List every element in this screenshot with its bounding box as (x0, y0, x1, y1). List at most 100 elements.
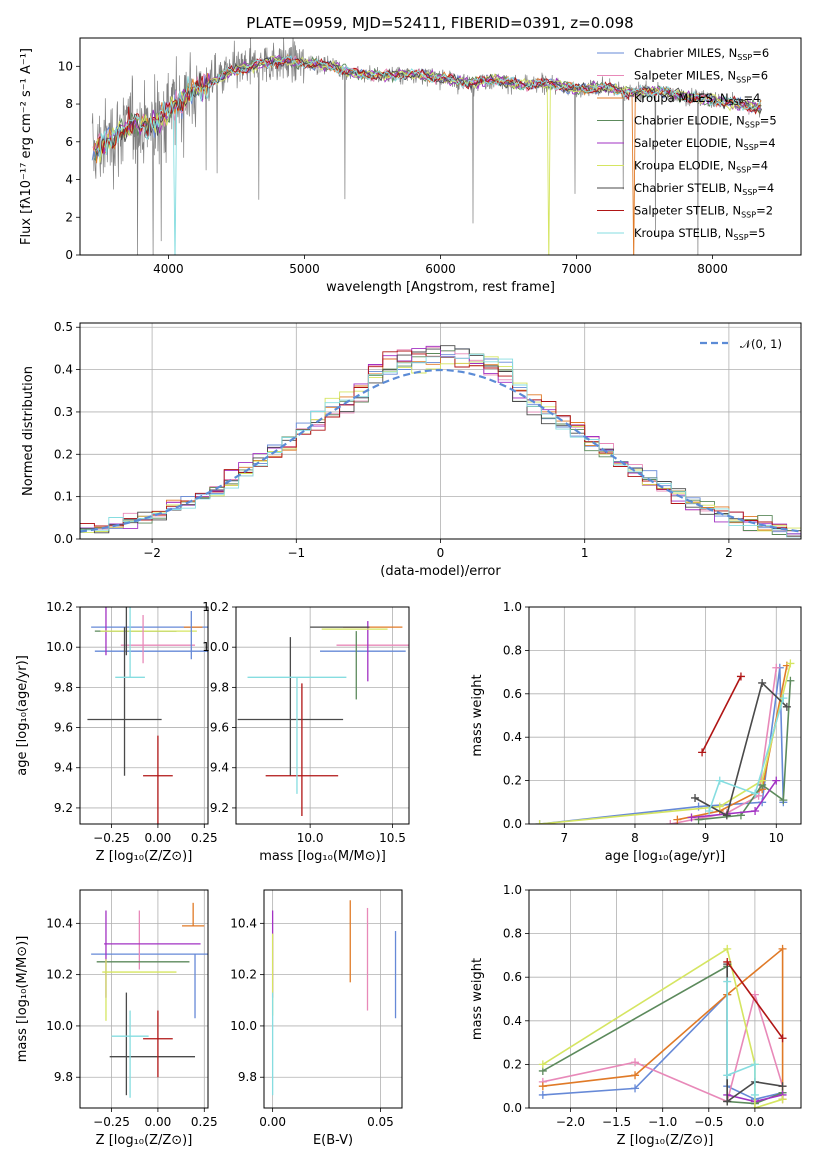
x-tick-label: 0.05 (367, 1115, 394, 1129)
weight-marker (779, 694, 788, 703)
legend-label-8: Salpeter STELIB, NSSP=2 (634, 204, 773, 220)
y-tick-label: 10.4 (46, 916, 73, 930)
weight-marker (631, 1058, 640, 1067)
x-tick-label: 0 (437, 546, 445, 560)
weight-marker (723, 1071, 732, 1080)
x-tick-label: −0.25 (93, 831, 130, 845)
legend-label-main: Salpeter STELIB, N (634, 204, 741, 218)
weight-marker (750, 1090, 759, 1099)
weight-marker (723, 957, 732, 966)
y-axis-label: age [log₁₀(age/yr)] (15, 655, 30, 776)
y-axis-label: mass weight (470, 674, 485, 756)
panel-residuals: −2 −1 0 1 2 0.0 0.1 0.2 0.3 0.4 0.5 (data-model)/er… (21, 320, 802, 579)
legend-label-3: Kroupa MILES, NSSP=4 (634, 91, 760, 107)
plot-area (237, 621, 409, 816)
y-tick-label: 0.2 (54, 447, 73, 461)
y-axis-label: Normed distribution (21, 366, 36, 496)
weight-marker (750, 990, 759, 999)
legend-label-main: Chabrier ELODIE, N (634, 114, 745, 128)
x-tick-label: 0.0 (745, 1115, 764, 1129)
axes-frame (79, 322, 802, 540)
legend-label-4: Chabrier ELODIE, NSSP=5 (634, 114, 777, 130)
axes-frame (235, 606, 410, 825)
panel-mass_vs_z: −0.25 0.00 0.25 9.8 10.0 10.2 10.4 Z [log₁₀(Z/Z… (15, 889, 218, 1148)
weight-marker (631, 1084, 640, 1093)
axes-frame (528, 606, 802, 825)
model-spectrum-6 (94, 55, 762, 255)
y-tick-label: 9.2 (54, 801, 73, 815)
legend-label-6: Kroupa ELODIE, NSSP=4 (634, 159, 768, 175)
panel-age_vs_z: −0.25 0.00 0.25 9.2 9.4 9.6 9.8 10.0 10.2 Z [log₁… (15, 600, 218, 864)
figure-title: PLATE=0959, MJD=52411, FIBERID=0391, z=0… (246, 14, 633, 32)
x-tick-label: 0.00 (259, 1115, 286, 1129)
y-tick-label: 0.4 (54, 363, 73, 377)
weight-marker (772, 663, 781, 672)
panel-spectrum: 4000 5000 6000 7000 8000 0 2 4 6 8 10 wavelength [A… (19, 37, 802, 295)
weight-marker (723, 977, 732, 986)
y-tick-label: 9.6 (210, 721, 229, 735)
y-tick-label: 10.2 (46, 968, 73, 982)
legend-label-tail: =4 (751, 159, 768, 173)
x-tick-label: 0.00 (145, 831, 172, 845)
y-tick-label: 8 (65, 97, 73, 111)
y-tick-label: 9.2 (210, 801, 229, 815)
weight-line-6 (539, 663, 792, 824)
legend-label-main: Chabrier STELIB, N (634, 181, 742, 195)
y-tick-label: 2 (65, 210, 73, 224)
x-tick-label: 4000 (153, 262, 184, 276)
legend-label-sub: SSP (736, 76, 751, 85)
y-tick-label: 9.8 (210, 680, 229, 694)
x-tick-label: −2.0 (556, 1115, 585, 1129)
x-tick-label: 8000 (697, 262, 728, 276)
plot-area (80, 345, 801, 538)
x-tick-label: 2 (725, 546, 733, 560)
weight-marker (538, 1090, 547, 1099)
weight-marker (722, 811, 731, 820)
legend-label-sub: SSP (737, 53, 752, 62)
x-tick-label: −1 (287, 546, 305, 560)
plot-area (91, 38, 762, 255)
model-spectrum-9 (96, 55, 762, 255)
y-tick-label: 10.0 (46, 640, 73, 654)
legend-label-tail: =5 (760, 114, 777, 128)
weight-marker (778, 1034, 787, 1043)
panel-mass_vs_ebv: 0.00 0.05 9.8 10.0 10.2 10.4 E(B-V) (230, 889, 403, 1148)
plot-area (271, 900, 397, 1096)
legend-label-5: Salpeter ELODIE, NSSP=4 (634, 136, 776, 152)
y-tick-label: 0.1 (54, 490, 73, 504)
weight-marker (705, 806, 714, 815)
legend-label-main: Chabrier MILES, N (634, 46, 737, 60)
panel-weight_vs_age: 7 8 9 10 0.0 0.2 0.4 0.6 0.8 1.0 age [log₁₀(age/yr… (470, 600, 802, 864)
y-tick-label: 0.6 (503, 687, 522, 701)
axes-frame (528, 889, 802, 1109)
x-tick-label: 1 (581, 546, 589, 560)
weight-marker (758, 678, 767, 687)
x-tick-label: −0.5 (694, 1115, 723, 1129)
plot-area (87, 607, 208, 824)
legend-label-tail: =6 (752, 46, 769, 60)
y-tick-label: 10.4 (230, 916, 257, 930)
y-tick-label: 9.4 (54, 761, 73, 775)
weight-marker (631, 1071, 640, 1080)
y-tick-label: 10.2 (46, 600, 73, 614)
x-axis-label: mass [log₁₀(M/M⊙)] (259, 849, 386, 864)
legend-label-main: Salpeter MILES, N (634, 69, 736, 83)
residual-histogram-9 (80, 353, 801, 538)
weight-marker (723, 1097, 732, 1106)
y-tick-label: 0.0 (503, 1101, 522, 1115)
y-tick-label: 0.8 (503, 927, 522, 941)
legend-label-tail: =6 (751, 69, 768, 83)
legend-label-sub: SSP (734, 233, 749, 242)
model-spectrum-8 (96, 57, 761, 154)
y-tick-label: 10.0 (202, 640, 229, 654)
y-tick-label: 0.3 (54, 405, 73, 419)
legend-label-main: Kroupa ELODIE, N (634, 159, 736, 173)
x-tick-label: 8 (631, 831, 639, 845)
weight-line-9 (726, 981, 756, 1095)
x-tick-label: 10.5 (379, 831, 406, 845)
x-tick-label: 7 (561, 831, 569, 845)
weight-marker (535, 820, 544, 824)
model-spectrum-7 (95, 56, 762, 157)
legend-label-9: Kroupa STELIB, NSSP=5 (634, 226, 765, 242)
weight-marker (538, 1082, 547, 1091)
